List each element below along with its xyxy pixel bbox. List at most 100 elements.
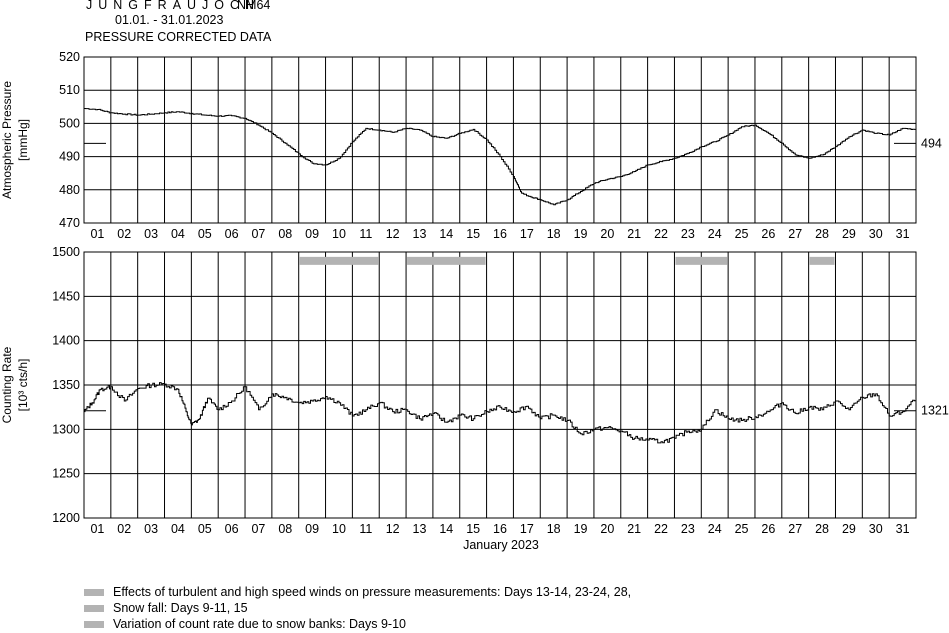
plot-frame bbox=[83, 251, 917, 519]
panel-pressure: 470 480 490 500 510 520 01 02 03 04 05 06 07 08 09 10 11… bbox=[0, 50, 942, 241]
x-tick-label: 25 bbox=[735, 227, 749, 241]
legend-label: Snow fall: Days 9-11, 15 bbox=[113, 601, 248, 615]
x-tick-label: 12 bbox=[386, 522, 400, 536]
x-tick-label: 17 bbox=[520, 522, 534, 536]
chart-header: JUNGFRAUJOCH NM64 01.01. - 31.01.2023 PR… bbox=[0, 0, 949, 50]
x-tick-label: 20 bbox=[600, 227, 614, 241]
x-tick-label: 01 bbox=[90, 227, 104, 241]
x-tick-label: 23 bbox=[681, 227, 695, 241]
x-tick-label: 17 bbox=[520, 227, 534, 241]
x-tick-label: 28 bbox=[815, 522, 829, 536]
x-tick-label: 03 bbox=[144, 522, 158, 536]
y-axis-label: Counting Rate bbox=[0, 346, 14, 423]
x-tick-label: 31 bbox=[896, 522, 910, 536]
x-tick-label: 18 bbox=[547, 227, 561, 241]
y-tick-label: 1300 bbox=[52, 422, 80, 436]
x-tick-label: 07 bbox=[251, 522, 265, 536]
x-tick-label: 12 bbox=[386, 227, 400, 241]
reference-value-label: 494 bbox=[921, 136, 942, 150]
y-axis-unit: [mmHg] bbox=[16, 119, 30, 161]
y-tick-label: 1400 bbox=[52, 334, 80, 348]
x-tick-label: 01 bbox=[90, 522, 104, 536]
series-line bbox=[84, 382, 917, 444]
x-tick-label: 05 bbox=[198, 522, 212, 536]
x-tick-label: 06 bbox=[225, 522, 239, 536]
x-tick-label: 10 bbox=[332, 227, 346, 241]
y-tick-label: 480 bbox=[59, 183, 80, 197]
x-tick-label: 29 bbox=[842, 227, 856, 241]
y-axis-unit: [10³ cts/h] bbox=[16, 359, 30, 412]
neutron-monitor-chart: 470 480 490 500 510 520 01 02 03 04 05 06 07 08 09 10 11… bbox=[0, 50, 949, 552]
y-tick-label: 1200 bbox=[52, 511, 80, 525]
legend-swatch bbox=[84, 589, 104, 596]
x-tick-label: 15 bbox=[466, 522, 480, 536]
x-tick-label: 04 bbox=[171, 522, 185, 536]
event-band bbox=[809, 256, 835, 265]
legend-swatch bbox=[84, 621, 104, 628]
y-tick-label: 1500 bbox=[52, 245, 80, 259]
x-tick-label: 26 bbox=[761, 227, 775, 241]
x-tick-label: 13 bbox=[413, 522, 427, 536]
x-tick-label: 31 bbox=[896, 227, 910, 241]
legend-label: Effects of turbulent and high speed wind… bbox=[113, 585, 632, 599]
x-tick-label: 26 bbox=[761, 522, 775, 536]
x-tick-label: 30 bbox=[869, 227, 883, 241]
chart-subtitle: PRESSURE CORRECTED DATA bbox=[85, 30, 272, 44]
y-axis-label: Atmospheric Pressure bbox=[0, 81, 14, 199]
x-tick-label: 24 bbox=[708, 227, 722, 241]
x-tick-label: 29 bbox=[842, 522, 856, 536]
x-tick-label: 02 bbox=[117, 227, 131, 241]
x-tick-label: 25 bbox=[735, 522, 749, 536]
x-tick-label: 20 bbox=[600, 522, 614, 536]
x-tick-label: 24 bbox=[708, 522, 722, 536]
event-band bbox=[675, 256, 728, 265]
x-axis-label: January 2023 bbox=[463, 538, 539, 552]
reference-value-label: 1321 bbox=[921, 404, 949, 418]
plot-frame bbox=[83, 56, 917, 224]
x-tick-label: 08 bbox=[278, 522, 292, 536]
station-name: JUNGFRAUJOCH bbox=[86, 0, 261, 12]
y-tick-label: 470 bbox=[59, 216, 80, 230]
x-tick-label: 14 bbox=[439, 227, 453, 241]
x-tick-label: 11 bbox=[359, 522, 372, 536]
x-tick-label: 16 bbox=[493, 227, 507, 241]
x-tick-label: 19 bbox=[574, 227, 588, 241]
x-tick-label: 27 bbox=[788, 522, 802, 536]
x-tick-label: 06 bbox=[225, 227, 239, 241]
y-tick-label: 1250 bbox=[52, 467, 80, 481]
x-tick-label: 02 bbox=[117, 522, 131, 536]
event-band bbox=[407, 256, 486, 265]
y-tick-label: 500 bbox=[59, 116, 80, 130]
x-tick-label: 22 bbox=[654, 227, 668, 241]
series-line bbox=[84, 108, 916, 206]
x-tick-label: 08 bbox=[278, 227, 292, 241]
legend-label: Variation of count rate due to snow bank… bbox=[113, 617, 406, 631]
x-tick-label: 14 bbox=[439, 522, 453, 536]
x-tick-label: 21 bbox=[627, 522, 641, 536]
x-tick-label: 10 bbox=[332, 522, 346, 536]
x-tick-label: 09 bbox=[305, 227, 319, 241]
y-tick-label: 490 bbox=[59, 150, 80, 164]
x-tick-label: 03 bbox=[144, 227, 158, 241]
period-range: 01.01. - 31.01.2023 bbox=[115, 13, 224, 27]
x-tick-label: 27 bbox=[788, 227, 802, 241]
x-tick-label: 07 bbox=[251, 227, 265, 241]
x-tick-label: 19 bbox=[574, 522, 588, 536]
x-tick-label: 04 bbox=[171, 227, 185, 241]
y-tick-label: 1450 bbox=[52, 289, 80, 303]
x-tick-label: 05 bbox=[198, 227, 212, 241]
y-tick-label: 510 bbox=[59, 83, 80, 97]
x-tick-label: 22 bbox=[654, 522, 668, 536]
station-code: NM64 bbox=[237, 0, 271, 12]
x-tick-label: 13 bbox=[413, 227, 427, 241]
x-tick-label: 23 bbox=[681, 522, 695, 536]
legend-swatch bbox=[84, 605, 104, 612]
x-tick-label: 15 bbox=[466, 227, 480, 241]
x-tick-label: 21 bbox=[627, 227, 641, 241]
event-band bbox=[299, 256, 379, 265]
x-tick-label: 09 bbox=[305, 522, 319, 536]
y-tick-label: 1350 bbox=[52, 378, 80, 392]
y-tick-label: 520 bbox=[59, 50, 80, 64]
panel-counting-rate: 1200 1250 1300 1350 1400 1450 1500 01 02 03 04 05 06… bbox=[0, 245, 949, 552]
x-tick-label: 30 bbox=[869, 522, 883, 536]
